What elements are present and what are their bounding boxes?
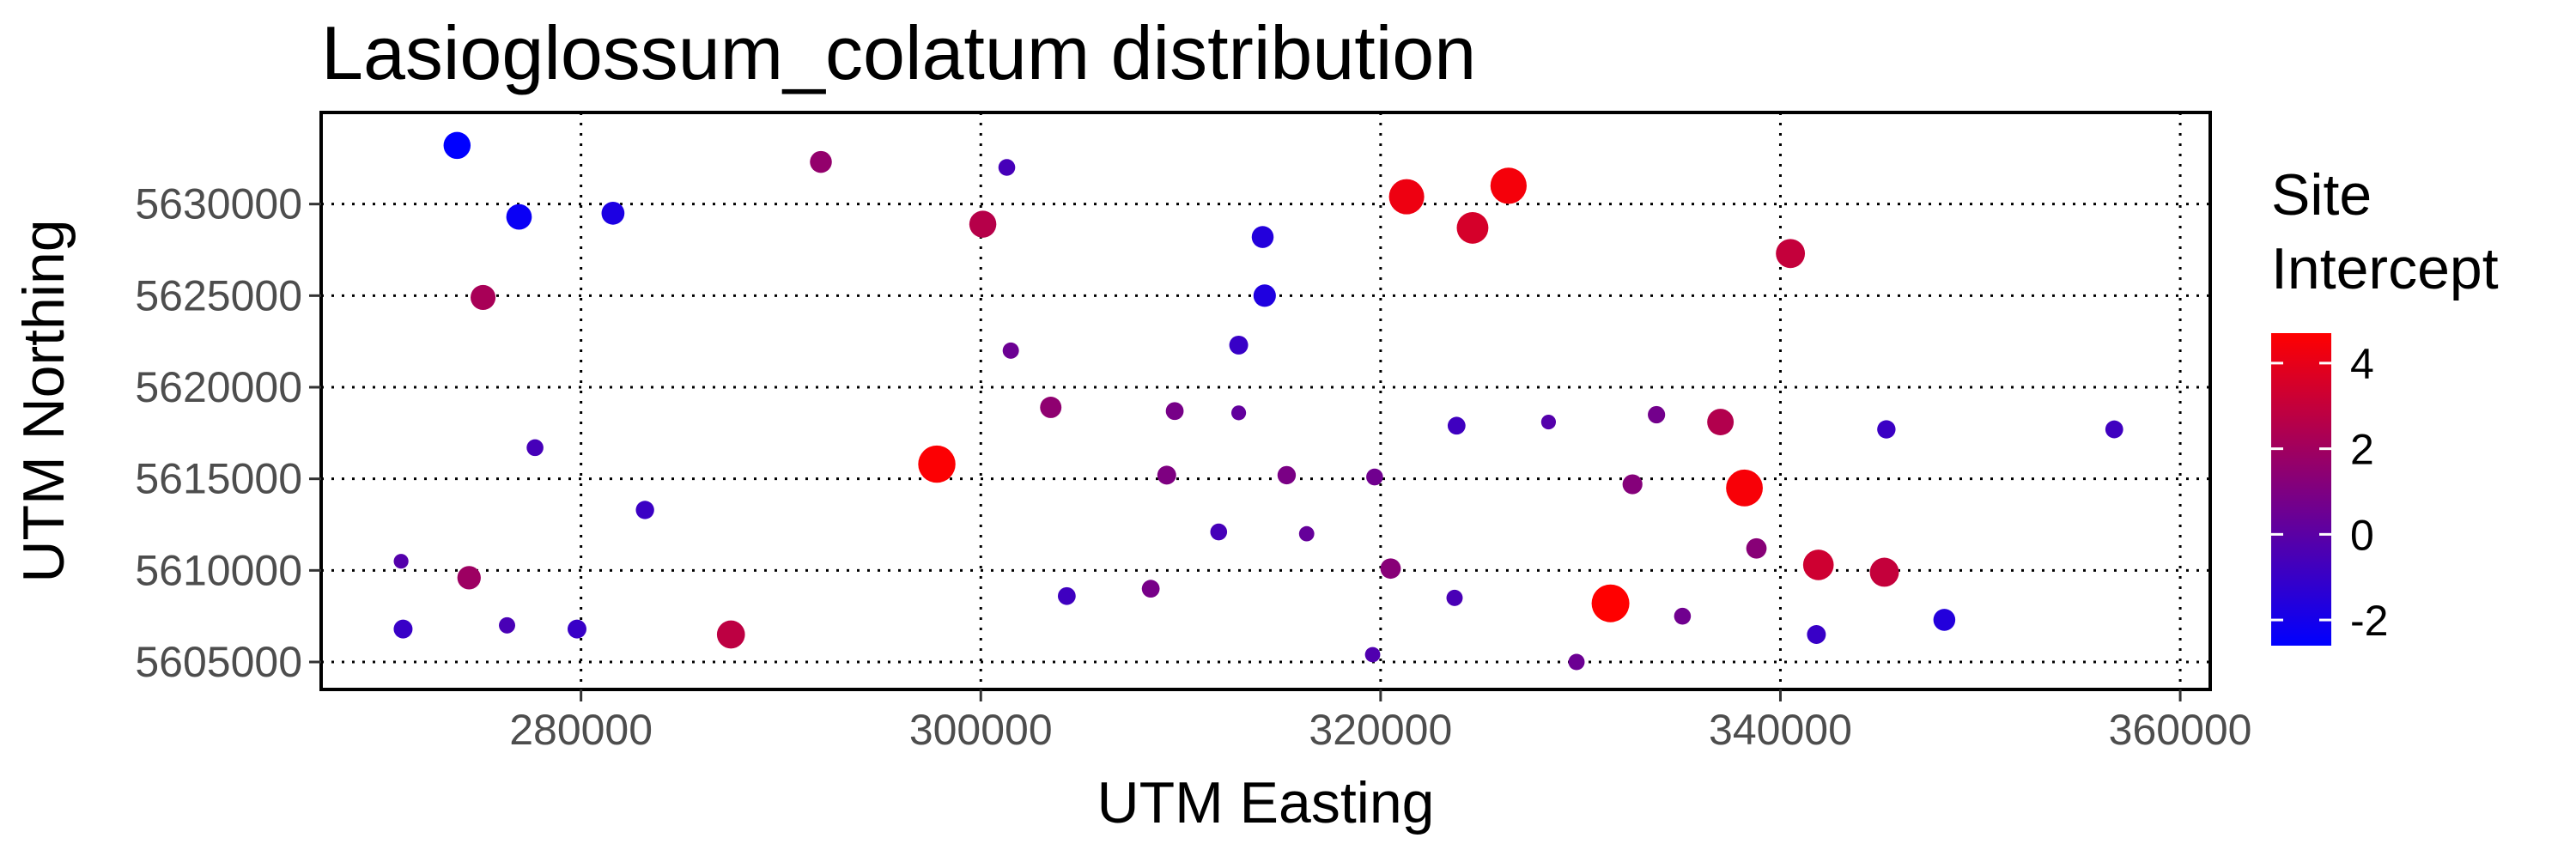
data-point [1726, 469, 1763, 507]
data-point [2105, 420, 2123, 439]
data-point [568, 619, 586, 639]
data-point [1157, 465, 1176, 485]
data-point [1253, 284, 1276, 307]
legend-color-bar [2271, 333, 2331, 646]
data-point [1230, 405, 1247, 421]
data-point [601, 201, 625, 225]
data-point [1446, 589, 1463, 606]
data-point [1388, 179, 1425, 215]
data-point [1447, 416, 1466, 435]
x-tick-label: 280000 [509, 706, 653, 754]
y-tick-label: 5605000 [135, 638, 302, 686]
y-tick-label: 5615000 [135, 455, 302, 503]
data-point [1622, 474, 1643, 495]
data-point [1456, 211, 1489, 244]
data-point [1380, 558, 1401, 580]
x-axis: 280000 300000 320000 340000 360000 [509, 689, 2252, 754]
chart-title: Lasioglossum_colatum distribution [321, 10, 1476, 95]
y-axis: 5605000 5610000 5615000 5620000 5625000 56300… [135, 180, 321, 686]
data-point [471, 284, 496, 311]
data-point [635, 501, 654, 519]
x-tick-label: 360000 [2109, 706, 2252, 754]
data-point [918, 445, 956, 483]
data-point [1568, 653, 1585, 671]
data-point [1165, 402, 1184, 421]
data-point [506, 203, 532, 230]
data-point [998, 159, 1016, 176]
data-point [716, 620, 745, 649]
data-point [1591, 584, 1630, 622]
data-point [393, 619, 413, 639]
data-point [810, 150, 832, 173]
data-point [1540, 414, 1557, 430]
data-points [393, 131, 2123, 671]
data-point [1490, 167, 1527, 204]
data-point [443, 131, 471, 160]
legend-title-line-1: Site [2271, 162, 2372, 228]
y-tick-label: 5630000 [135, 180, 302, 228]
data-point [499, 616, 515, 634]
data-point [1229, 335, 1249, 355]
data-point [1366, 468, 1383, 486]
data-point [1648, 405, 1666, 424]
data-point [1802, 550, 1834, 580]
y-axis-title: UTM Northing [11, 219, 76, 582]
x-tick-label: 340000 [1709, 706, 1852, 754]
y-tick-label: 5620000 [135, 363, 302, 411]
data-point [1210, 523, 1228, 541]
data-point [1002, 342, 1019, 359]
data-point [1807, 625, 1826, 644]
y-tick-label: 5625000 [135, 271, 302, 319]
y-tick-label: 5610000 [135, 546, 302, 594]
data-point [969, 210, 997, 238]
legend-ticks: -2 0 2 4 [2271, 340, 2388, 645]
data-point [1776, 239, 1806, 269]
color-legend: Site Intercept -2 0 2 4 [2271, 162, 2499, 646]
legend-tick-label: 0 [2350, 511, 2374, 559]
x-axis-title: UTM Easting [1097, 770, 1435, 835]
plot-panel [319, 111, 2212, 691]
data-point [457, 566, 481, 590]
data-point [1707, 409, 1735, 435]
data-point [1869, 557, 1899, 587]
data-point [1298, 525, 1315, 542]
data-point [1251, 226, 1274, 248]
legend-tick-label: 4 [2350, 340, 2374, 388]
legend-tick-label: 2 [2350, 426, 2374, 474]
data-point [1277, 465, 1297, 485]
data-point [526, 439, 544, 457]
data-point [1746, 537, 1767, 559]
data-point [393, 554, 409, 569]
data-point [1933, 609, 1956, 631]
data-point [1674, 607, 1692, 625]
data-point [1141, 580, 1160, 598]
data-point [1040, 396, 1062, 418]
grid-lines [321, 112, 2210, 689]
x-tick-label: 320000 [1309, 706, 1452, 754]
legend-tick-label: -2 [2350, 597, 2388, 645]
x-tick-label: 300000 [909, 706, 1053, 754]
data-point [1364, 647, 1381, 663]
legend-title-line-2: Intercept [2271, 236, 2499, 301]
data-point [1877, 420, 1896, 439]
data-point [1057, 586, 1076, 605]
